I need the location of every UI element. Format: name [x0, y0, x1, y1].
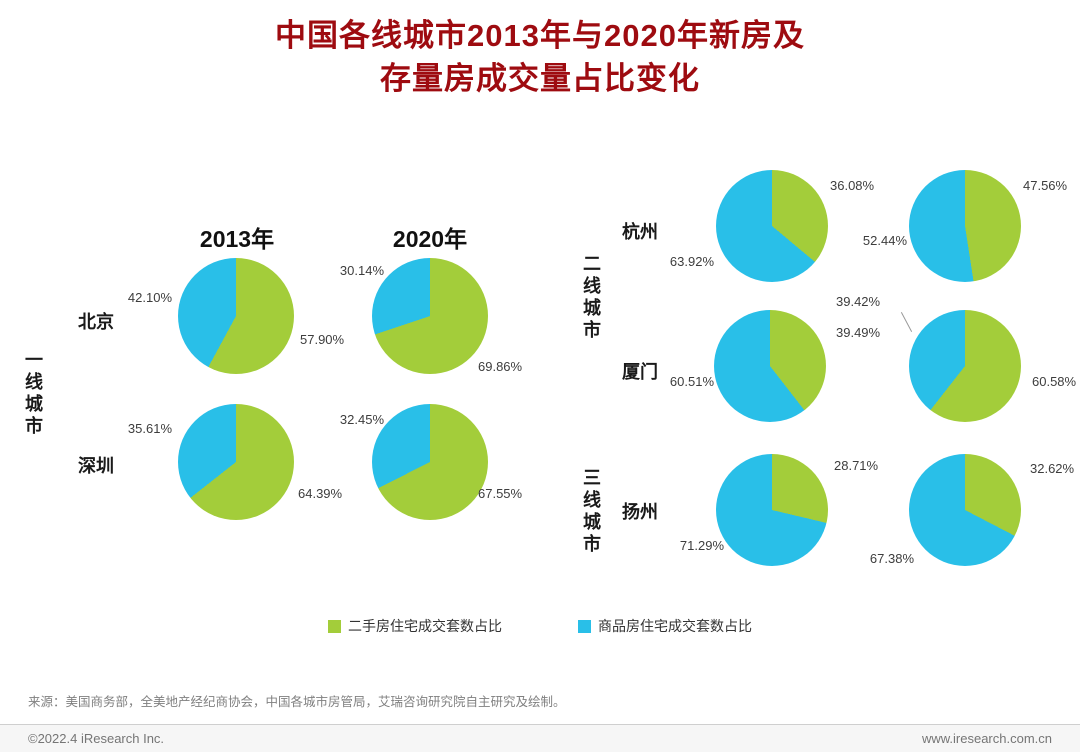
- tier-label-first: 一线城市: [23, 350, 43, 438]
- city-label-yangzhou: 扬州: [622, 502, 658, 522]
- pct-beijing-2020-newhome: 30.14%: [339, 263, 384, 278]
- pct-beijing-2013-secondhand: 57.90%: [300, 332, 345, 347]
- pct-hangzhou-2013-newhome: 63.92%: [669, 254, 714, 269]
- pct-shenzhen-2020-secondhand: 67.55%: [478, 486, 523, 501]
- pct-beijing-2020-secondhand: 69.86%: [478, 359, 523, 374]
- legend-label-newhome: 商品房住宅成交套数占比: [598, 618, 752, 634]
- legend: 二手房住宅成交套数占比 商品房住宅成交套数占比: [0, 616, 1080, 636]
- footer-copyright: ©2022.4 iResearch Inc.: [28, 731, 165, 746]
- chart-title-line2: 存量房成交量占比变化: [380, 61, 700, 96]
- year-header-2013: 2013年: [199, 226, 275, 252]
- pct-xiamen-2013-newhome: 60.51%: [669, 374, 714, 389]
- label-leader-line: [900, 312, 913, 332]
- pct-shenzhen-2013-newhome: 35.61%: [127, 421, 172, 436]
- pct-shenzhen-2020-newhome: 32.45%: [339, 412, 384, 427]
- year-header-2020: 2020年: [392, 226, 468, 252]
- pie-shenzhen-2013: [178, 404, 294, 520]
- footer-url[interactable]: www.iresearch.com.cn: [921, 731, 1052, 746]
- pct-yangzhou-2013-secondhand: 28.71%: [834, 458, 879, 473]
- pie-xiamen-2013: [714, 310, 826, 422]
- tier-label-third: 三线城市: [581, 468, 601, 556]
- pct-hangzhou-2020-secondhand: 47.56%: [1023, 178, 1068, 193]
- pct-shenzhen-2013-secondhand: 64.39%: [298, 486, 343, 501]
- tier-label-second: 二线城市: [581, 254, 601, 342]
- legend-swatch-newhome: [578, 619, 591, 633]
- city-label-shenzhen: 深圳: [78, 456, 114, 476]
- pct-yangzhou-2020-secondhand: 32.62%: [1030, 461, 1075, 476]
- legend-swatch-secondhand: [328, 619, 341, 633]
- footer-bar: ©2022.4 iResearch Inc. www.iresearch.com…: [0, 724, 1080, 752]
- pct-hangzhou-2020-newhome: 52.44%: [862, 233, 907, 248]
- pct-xiamen-2020-secondhand: 60.58%: [1032, 374, 1077, 389]
- pie-beijing-2020: [372, 258, 488, 374]
- pct-yangzhou-2013-newhome: 71.29%: [679, 538, 724, 553]
- pie-shenzhen-2020: [372, 404, 488, 520]
- pie-hangzhou-2020: [909, 170, 1021, 282]
- pie-beijing-2013: [178, 258, 294, 374]
- city-label-beijing: 北京: [78, 312, 114, 332]
- legend-item-newhome: 商品房住宅成交套数占比: [578, 616, 752, 636]
- pie-hangzhou-2013: [716, 170, 828, 282]
- pct-yangzhou-2020-newhome: 67.38%: [869, 551, 914, 566]
- legend-item-secondhand: 二手房住宅成交套数占比: [328, 616, 502, 636]
- pct-hangzhou-2013-secondhand: 36.08%: [830, 178, 875, 193]
- pct-xiamen-2020-newhome: 39.42%: [836, 294, 881, 309]
- city-label-xiamen: 厦门: [622, 362, 658, 382]
- pct-beijing-2013-newhome: 42.10%: [127, 290, 172, 305]
- legend-label-secondhand: 二手房住宅成交套数占比: [348, 618, 502, 634]
- chart-title-line1: 中国各线城市2013年与2020年新房及: [275, 18, 805, 53]
- city-label-hangzhou: 杭州: [622, 222, 658, 242]
- source-note: 来源：美国商务部，全美地产经纪商协会，中国各城市房管局，艾瑞咨询研究院自主研究及…: [28, 695, 566, 709]
- chart-title: 中国各线城市2013年与2020年新房及 存量房成交量占比变化: [0, 14, 1080, 100]
- pie-xiamen-2020: [909, 310, 1021, 422]
- pct-xiamen-2013-secondhand: 39.49%: [836, 325, 881, 340]
- pie-yangzhou-2013: [716, 454, 828, 566]
- pie-yangzhou-2020: [909, 454, 1021, 566]
